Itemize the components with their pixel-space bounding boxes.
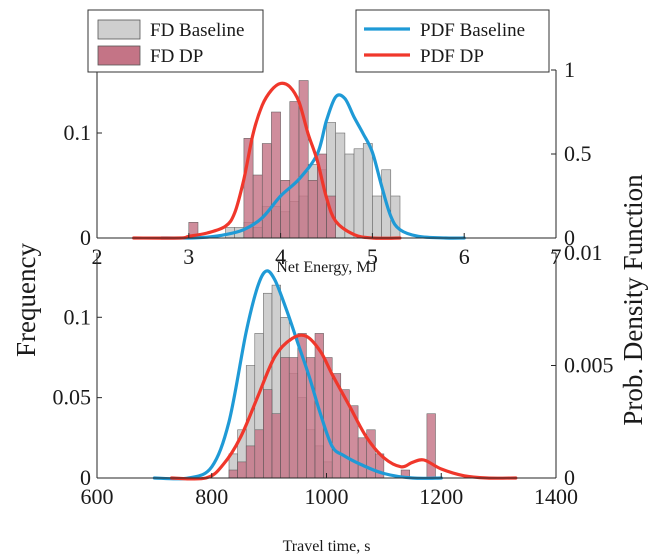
right-y-tick-label: 0.005: [564, 353, 614, 378]
x-tick-label: 800: [195, 484, 228, 509]
histogram-bar: [307, 180, 318, 239]
legend-swatch-fd-dp: [97, 45, 141, 66]
histogram-bar: [271, 111, 281, 239]
legend-label-fd-baseline: FD Baseline: [150, 20, 244, 41]
left-y-tick-label: 0.05: [53, 385, 92, 410]
left-y-tick-label: 0: [80, 225, 91, 250]
right-y-tick-label: 0: [564, 465, 575, 490]
histogram-bar: [426, 413, 436, 479]
legend-box-pdf: [355, 9, 550, 73]
legend-label-pdf-dp: PDF DP: [420, 46, 484, 67]
bottom-pdf-line-dp: [170, 333, 518, 481]
histogram-bar: [362, 143, 373, 239]
histogram-bar: [357, 437, 367, 479]
legends: FD Baseline FD DP PDF Baseline PDF DP: [87, 9, 550, 73]
top-pdf-line-baseline: [159, 93, 466, 240]
histogram-bar: [263, 389, 273, 479]
right-y-tick-label: 0.5: [564, 141, 592, 166]
histogram-bar: [323, 357, 333, 479]
x-tick-label: 6: [459, 244, 470, 269]
right-y-tick-label: 1: [564, 57, 575, 82]
x-axis-label: Net Energy, MJ: [276, 259, 376, 276]
bottom-panel: 600 800 1000 1200 140000.050.100.0050.01Trav…: [53, 240, 614, 554]
x-axis-label: Travel time, s: [283, 538, 371, 554]
histogram-bar: [353, 148, 364, 239]
histogram-bar: [237, 461, 247, 479]
x-tick-label: 600: [81, 484, 114, 509]
x-tick-label: 1000: [305, 484, 349, 509]
left-y-axis-label: Frequency: [11, 243, 41, 357]
right-y-tick-label: 0.01: [564, 240, 603, 265]
histogram-bar: [289, 101, 300, 239]
bottom-pdf-line-baseline: [152, 269, 443, 481]
x-tick-label: 1200: [419, 484, 463, 509]
histogram-bar: [228, 469, 238, 479]
right-y-tick-label: 0: [564, 225, 575, 250]
legend-label-pdf-baseline: PDF Baseline: [420, 20, 525, 41]
histogram-bar: [252, 174, 263, 239]
right-y-axis-label: Prob. Density Function: [618, 174, 648, 426]
left-y-tick-label: 0: [80, 465, 91, 490]
histogram-bar: [372, 195, 382, 239]
histogram-bar: [245, 445, 256, 479]
histogram-bar: [280, 357, 290, 479]
x-tick-label: 5: [367, 244, 378, 269]
top-pdf-line-dp: [132, 81, 402, 240]
histogram-bar: [344, 153, 355, 239]
histogram-bar: [261, 143, 272, 239]
legend-label-fd-dp: FD DP: [150, 46, 203, 67]
histogram-bar: [288, 357, 299, 479]
top-hist-fd-dp: [188, 80, 336, 239]
x-tick-label: 4: [275, 244, 286, 269]
x-tick-label: 3: [183, 244, 194, 269]
histogram-bar: [271, 413, 281, 479]
left-y-tick-label: 0.1: [64, 120, 92, 145]
left-y-tick-label: 0.1: [64, 304, 92, 329]
legend-swatch-fd-baseline: [97, 19, 141, 40]
x-tick-label: 1400: [534, 484, 578, 509]
histogram-bar: [254, 429, 264, 479]
